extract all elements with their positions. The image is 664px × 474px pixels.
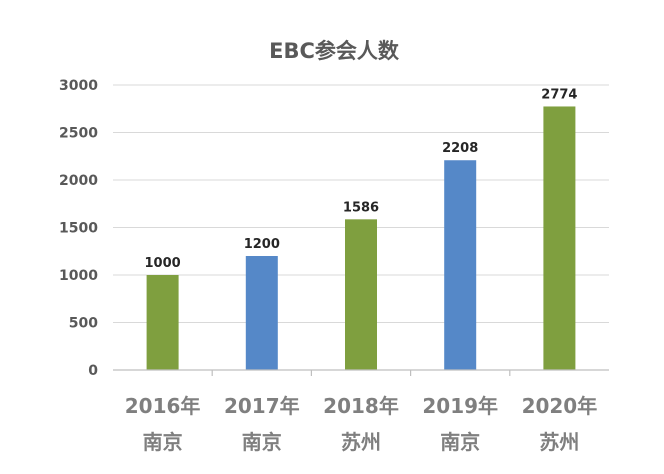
x-tick-city-label: 南京 bbox=[440, 430, 480, 454]
x-tick-city-label: 南京 bbox=[242, 430, 282, 454]
x-tick-year-label: 2019年 bbox=[422, 394, 498, 418]
x-tick-city-label: 苏州 bbox=[539, 430, 579, 454]
bar bbox=[345, 219, 377, 370]
bars bbox=[146, 106, 576, 370]
x-tick-year-label: 2018年 bbox=[323, 394, 399, 418]
data-label: 1000 bbox=[145, 256, 181, 271]
x-tick-city-label: 南京 bbox=[143, 430, 183, 454]
x-tick-city-label: 苏州 bbox=[341, 430, 381, 454]
bar bbox=[245, 256, 278, 370]
y-axis-ticks: 0 500 1000 1500 2000 2500 3000 bbox=[59, 78, 98, 379]
x-tick-year-label: 2020年 bbox=[522, 394, 598, 418]
y-tick-label: 2000 bbox=[59, 173, 98, 189]
y-tick-label: 500 bbox=[69, 316, 98, 332]
bar bbox=[543, 106, 576, 370]
data-label: 1586 bbox=[343, 200, 379, 215]
chart-title: EBC参会人数 bbox=[269, 39, 400, 63]
data-label: 2208 bbox=[442, 141, 478, 156]
data-label: 2774 bbox=[541, 87, 577, 102]
y-tick-label: 3000 bbox=[59, 78, 98, 94]
y-tick-label: 1000 bbox=[59, 268, 98, 284]
y-tick-label: 2500 bbox=[59, 126, 98, 142]
y-tick-label: 0 bbox=[88, 363, 98, 379]
bar bbox=[444, 160, 477, 370]
x-tick-year-label: 2017年 bbox=[224, 394, 300, 418]
x-tick-year-label: 2016年 bbox=[125, 394, 201, 418]
data-labels: 1000 1200 1586 2208 2774 bbox=[145, 87, 578, 271]
y-tick-label: 1500 bbox=[59, 221, 98, 237]
bar bbox=[146, 275, 179, 370]
data-label: 1200 bbox=[244, 237, 280, 252]
